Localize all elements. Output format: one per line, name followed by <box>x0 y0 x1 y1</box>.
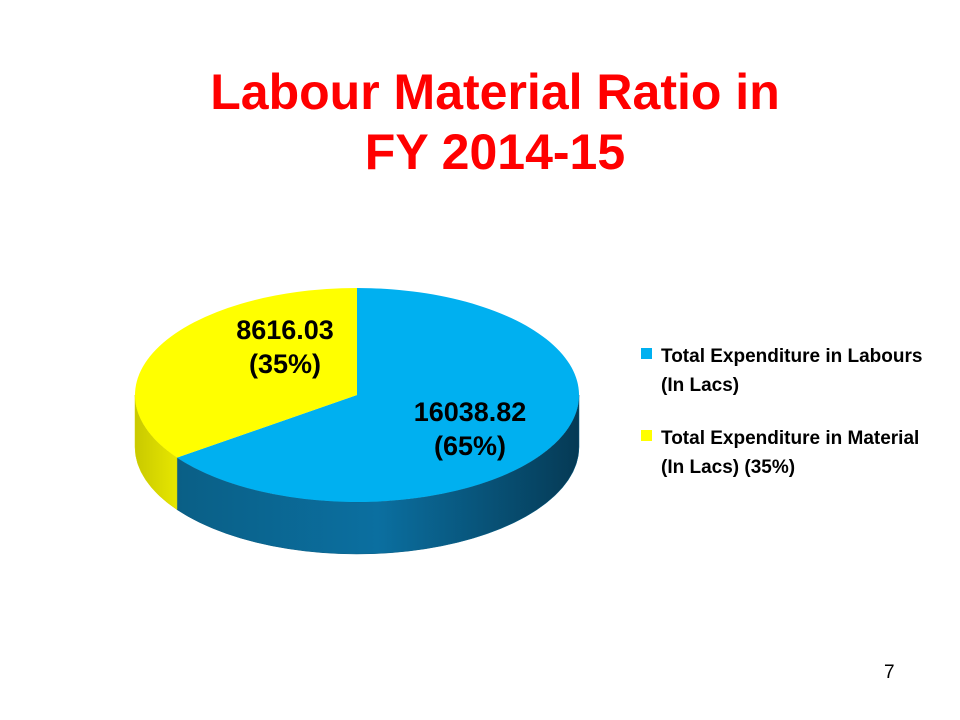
pie-tops <box>135 288 580 503</box>
legend-item-labour: Total Expenditure in Labours (In Lacs) <box>641 342 941 400</box>
legend-label-material: Total Expenditure in Material (In Lacs) … <box>661 428 920 478</box>
slice-label-labour: 16038.82 (65%) <box>385 395 555 463</box>
slice-value-material: 8616.03 <box>236 315 334 345</box>
chart-legend: Total Expenditure in Labours (In Lacs) T… <box>641 342 941 506</box>
legend-swatch-labour <box>641 348 652 359</box>
pie-slice-labour <box>176 288 580 503</box>
legend-label-labour: Total Expenditure in Labours (In Lacs) <box>661 346 923 396</box>
chart-title-line-2: FY 2014-15 <box>364 124 626 180</box>
chart-title-line-1: Labour Material Ratio in <box>210 64 780 120</box>
slice-value-labour: 16038.82 <box>413 397 527 427</box>
page-number: 7 <box>884 662 895 683</box>
chart-title: Labour Material Ratio in FY 2014-15 <box>0 62 960 182</box>
slice-label-material: 8616.03 (35%) <box>210 313 360 381</box>
pie-slice-material <box>135 288 357 458</box>
slice-percent-material: (35%) <box>248 349 322 379</box>
legend-item-material: Total Expenditure in Material (In Lacs) … <box>641 424 941 482</box>
legend-swatch-material <box>641 430 652 441</box>
slice-percent-labour: (65%) <box>433 431 507 461</box>
